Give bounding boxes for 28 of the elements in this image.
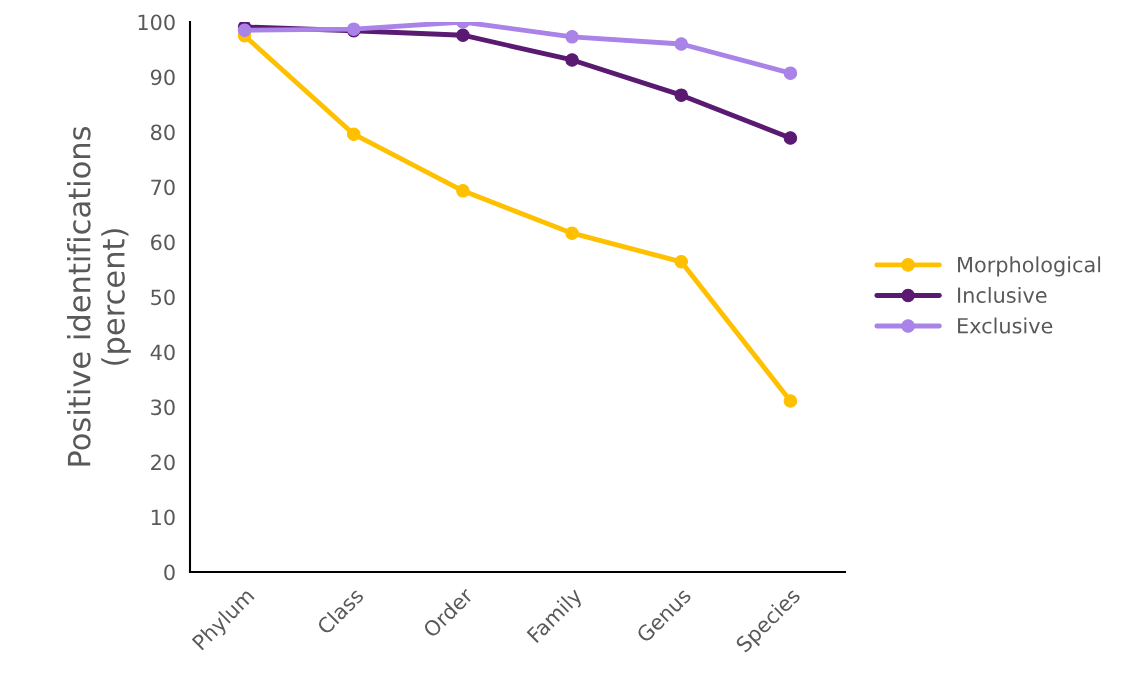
point: [565, 226, 579, 240]
y-tick-label: 70: [151, 179, 175, 196]
y-tick-label: 60: [151, 234, 175, 251]
point: [346, 127, 361, 141]
y-tick-label: 50: [151, 289, 175, 306]
point: [783, 66, 798, 80]
y-tick-label: 40: [150, 344, 175, 361]
y-tick-label: 0: [164, 564, 175, 581]
y-tick-label: 20: [151, 454, 175, 471]
y-tick-label: 100: [138, 14, 175, 31]
point: [674, 37, 689, 51]
y-tick-label: 80: [151, 124, 175, 141]
point: [456, 28, 470, 42]
point: [674, 255, 689, 269]
y-axis-title: Positive identifications (percent): [67, 126, 131, 466]
point: [456, 184, 470, 198]
legend-label: Morphological: [958, 256, 1101, 277]
point: [783, 131, 798, 145]
point: [237, 23, 252, 38]
y-tick-label: 30: [151, 399, 175, 416]
legend-label: Exclusive: [958, 317, 1053, 334]
point: [674, 88, 689, 102]
legend-label: Inclusive: [958, 286, 1047, 304]
point: [783, 394, 798, 408]
point: [565, 30, 579, 44]
point: [565, 53, 579, 67]
y-tick-label: 10: [151, 509, 175, 526]
y-tick-label: 90: [150, 69, 175, 86]
